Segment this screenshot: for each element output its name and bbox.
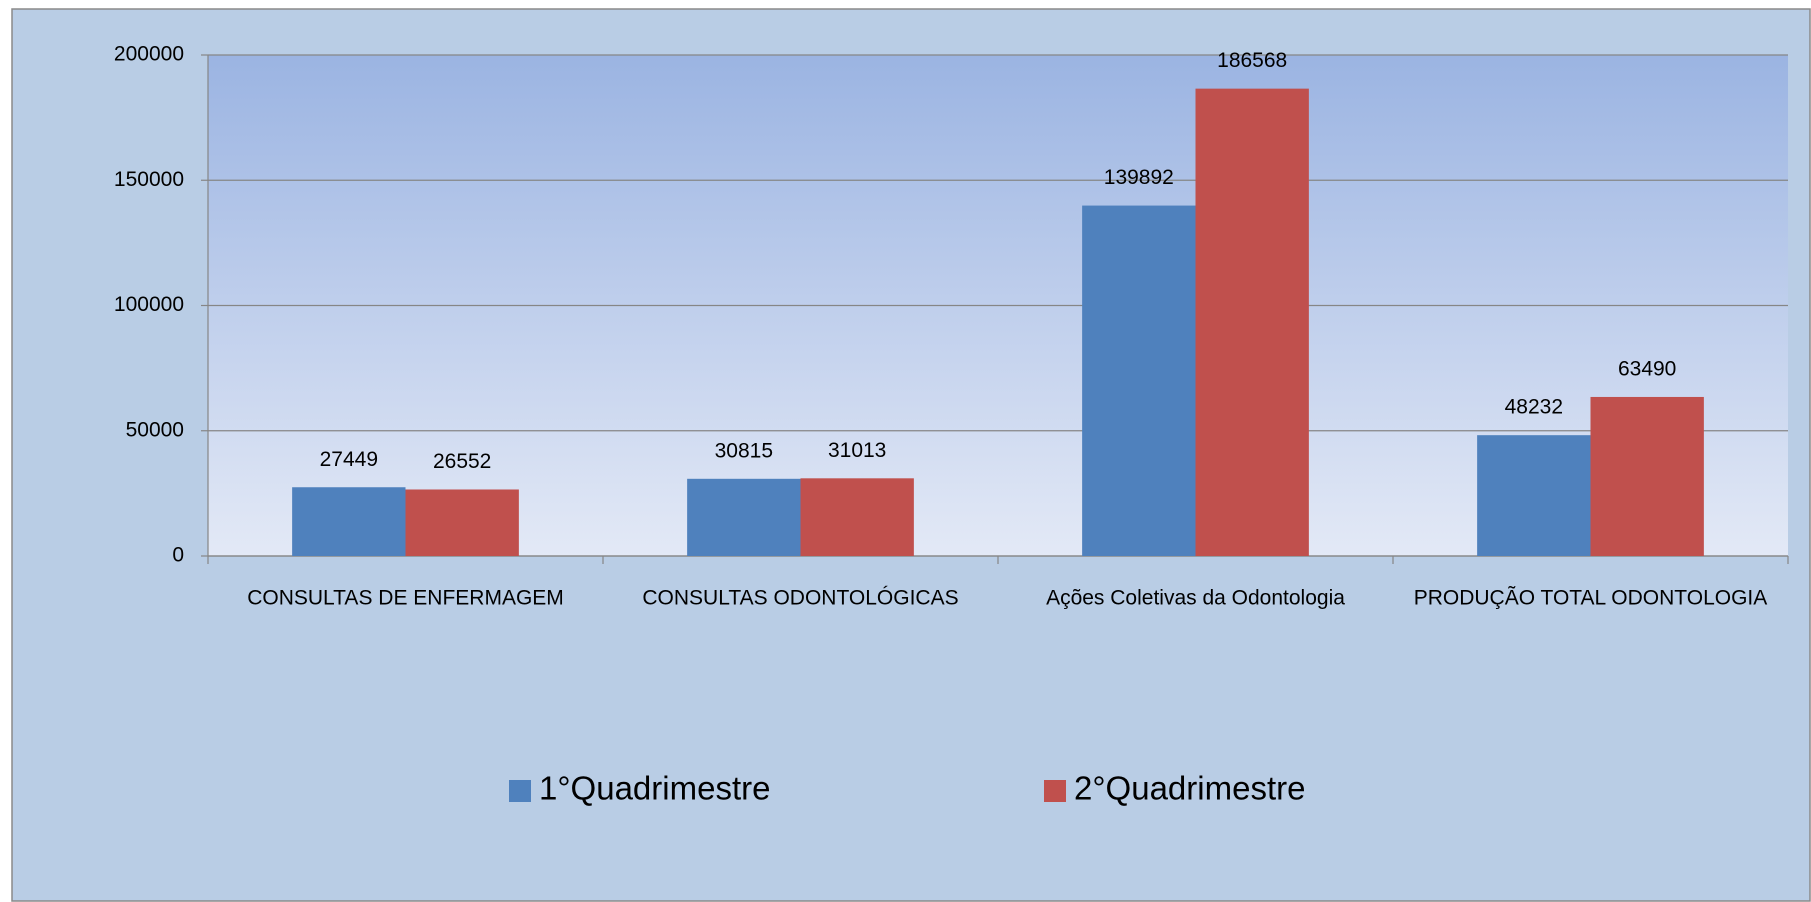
legend-swatch bbox=[509, 780, 531, 802]
bar bbox=[1195, 88, 1309, 557]
data-label: 27449 bbox=[320, 448, 378, 471]
legend-label: 1°Quadrimestre bbox=[539, 770, 770, 807]
legend-label: 2°Quadrimestre bbox=[1074, 770, 1305, 807]
data-label: 139892 bbox=[1104, 166, 1174, 189]
bar bbox=[405, 489, 519, 556]
y-tick-label: 100000 bbox=[114, 293, 184, 316]
x-tick-label: Ações Coletivas da Odontologia bbox=[1046, 587, 1345, 610]
bar bbox=[800, 478, 914, 556]
data-label: 63490 bbox=[1618, 358, 1676, 381]
x-tick-label: CONSULTAS DE ENFERMAGEM bbox=[247, 587, 564, 610]
data-label: 31013 bbox=[828, 439, 886, 462]
bar bbox=[1082, 205, 1196, 556]
bar bbox=[292, 487, 406, 556]
bar bbox=[1477, 435, 1591, 556]
y-tick-label: 0 bbox=[172, 544, 184, 567]
x-tick-label: PRODUÇÃO TOTAL ODONTOLOGIA bbox=[1414, 586, 1768, 610]
legend-swatch bbox=[1044, 780, 1066, 802]
data-label: 30815 bbox=[715, 439, 773, 462]
data-label: 26552 bbox=[433, 450, 491, 473]
x-tick-label: CONSULTAS ODONTOLÓGICAS bbox=[642, 587, 958, 610]
y-tick-label: 200000 bbox=[114, 43, 184, 66]
bar bbox=[1590, 396, 1704, 556]
bar bbox=[687, 478, 801, 556]
data-label: 186568 bbox=[1217, 49, 1287, 72]
y-tick-label: 150000 bbox=[114, 168, 184, 191]
y-tick-label: 50000 bbox=[126, 418, 184, 441]
data-label: 48232 bbox=[1505, 396, 1563, 419]
